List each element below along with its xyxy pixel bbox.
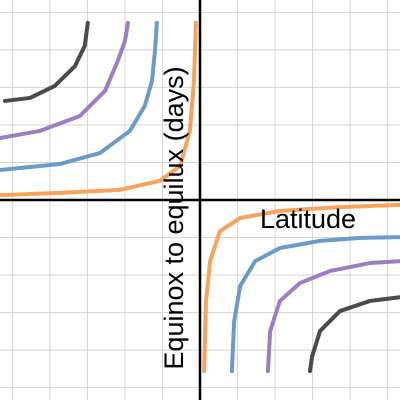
x-axis-label: Latitude [260,204,356,234]
curve [0,20,400,374]
curve [0,20,400,374]
curve [0,20,400,374]
curve [2,20,400,374]
lines [0,20,400,374]
y-axis-label: Equinox to equilux (days) [159,66,189,369]
